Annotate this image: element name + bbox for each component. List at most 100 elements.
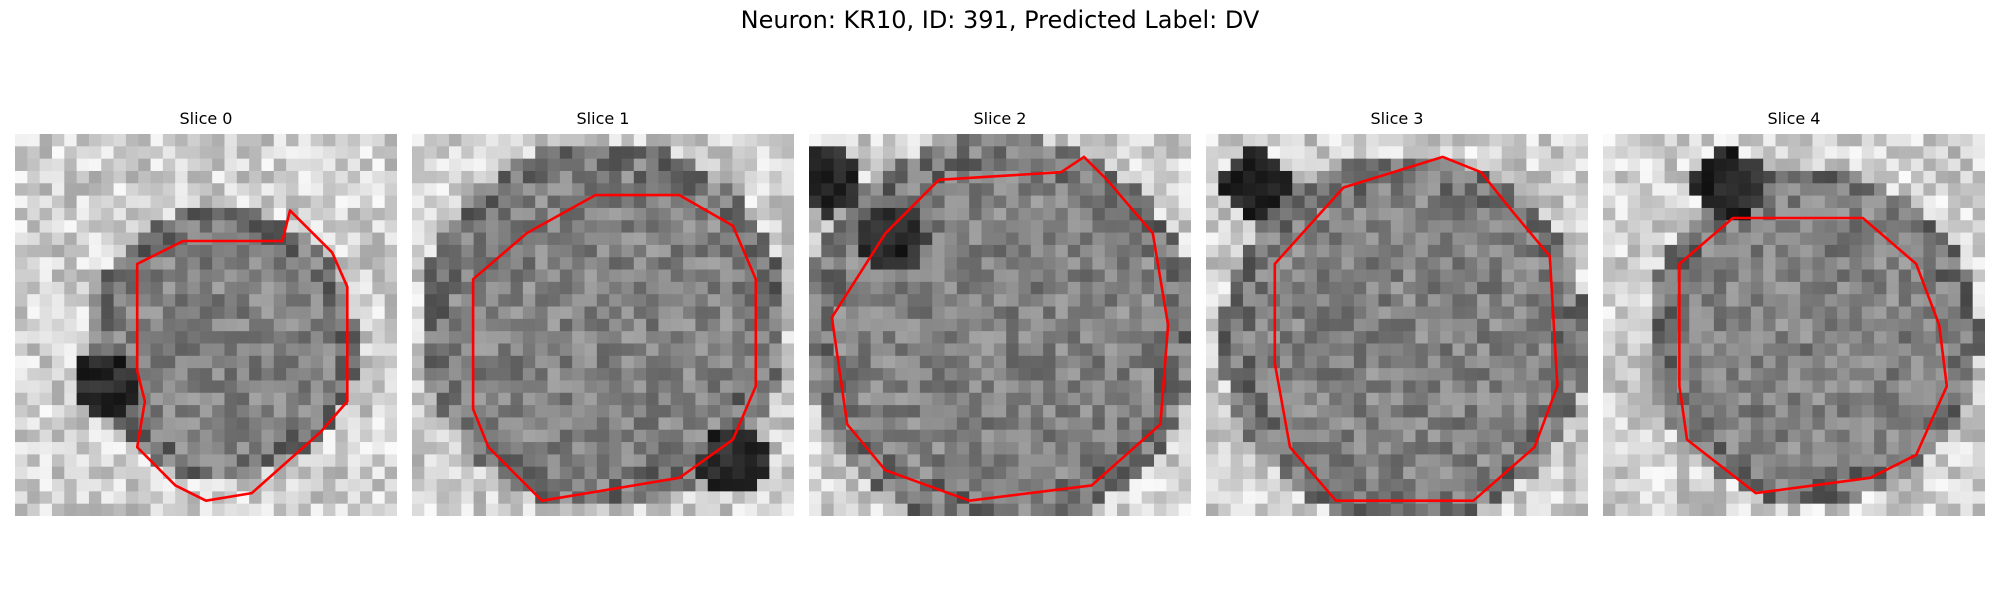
pixel — [1427, 429, 1441, 443]
pixel — [138, 281, 152, 295]
pixel — [683, 269, 697, 283]
pixel — [1787, 368, 1801, 382]
contour-outline — [471, 193, 758, 503]
pixel — [436, 491, 450, 505]
pixel — [1403, 146, 1417, 160]
pixel — [993, 380, 1007, 394]
pixel — [273, 503, 287, 516]
pixel — [695, 183, 709, 197]
pixel — [1775, 491, 1789, 505]
pixel — [1563, 380, 1577, 394]
pixel — [510, 195, 524, 209]
pixel — [199, 195, 213, 209]
pixel — [224, 454, 238, 468]
pixel — [224, 343, 238, 357]
pixel — [199, 207, 213, 221]
pixel — [76, 232, 90, 246]
pixel — [113, 429, 127, 443]
pixel — [473, 158, 487, 172]
pixel — [993, 343, 1007, 357]
pixel — [895, 355, 909, 369]
pixel — [858, 429, 872, 443]
pixel — [1689, 269, 1703, 283]
pixel — [1874, 429, 1888, 443]
pixel — [64, 503, 78, 516]
pixel — [1390, 429, 1404, 443]
pixel — [1427, 380, 1441, 394]
pixel — [1230, 257, 1244, 271]
pixel — [1849, 405, 1863, 419]
pixel — [547, 306, 561, 320]
pixel — [907, 269, 921, 283]
pixel — [1787, 380, 1801, 394]
pixel — [1701, 405, 1715, 419]
pixel — [919, 207, 933, 221]
pixel — [286, 306, 300, 320]
pixel — [1255, 207, 1269, 221]
pixel — [64, 183, 78, 197]
pixel — [1230, 331, 1244, 345]
pixel — [448, 146, 462, 160]
pixel — [150, 331, 164, 345]
pixel — [781, 183, 794, 197]
pixel — [1489, 503, 1503, 516]
pixel — [907, 158, 921, 172]
pixel — [1563, 503, 1577, 516]
pixel — [646, 158, 660, 172]
pixel — [1166, 503, 1180, 516]
pixel — [1154, 503, 1167, 516]
pixel — [1329, 380, 1343, 394]
pixel — [1551, 479, 1564, 492]
pixel — [858, 417, 872, 431]
pixel — [298, 405, 312, 419]
pixel — [1304, 454, 1318, 468]
pixel — [1390, 306, 1404, 320]
pixel — [498, 454, 512, 468]
pixel — [1092, 281, 1106, 295]
pixel — [1911, 466, 1924, 480]
pixel — [1452, 269, 1466, 283]
pixel — [1837, 417, 1851, 431]
pixel — [821, 207, 835, 221]
pixel — [744, 244, 758, 258]
pixel — [498, 343, 512, 357]
pixel — [1763, 331, 1777, 345]
pixel — [882, 343, 896, 357]
pixel — [310, 355, 324, 369]
pixel — [757, 244, 770, 258]
pixel — [769, 170, 783, 184]
pixel — [956, 454, 970, 468]
pixel — [845, 134, 859, 147]
pixel — [744, 232, 758, 246]
pixel — [781, 442, 794, 455]
pixel — [919, 281, 933, 295]
pixel — [424, 257, 438, 271]
pixel — [1390, 220, 1404, 234]
pixel — [88, 417, 102, 431]
pixel — [1427, 232, 1441, 246]
pixel — [1489, 429, 1503, 443]
pixel — [895, 318, 909, 332]
pixel — [360, 392, 373, 406]
pixel — [273, 331, 287, 345]
pixel — [683, 170, 697, 184]
pixel — [1366, 466, 1380, 480]
pixel — [572, 294, 586, 308]
pixel — [1713, 429, 1727, 443]
pixel — [919, 503, 933, 516]
pixel — [981, 429, 995, 443]
pixel — [1464, 380, 1478, 394]
pixel — [150, 368, 164, 382]
pixel — [1018, 466, 1032, 480]
pixel — [919, 454, 933, 468]
pixel — [101, 146, 115, 160]
pixel — [1415, 491, 1429, 505]
pixel — [821, 417, 835, 431]
pixel — [720, 195, 733, 209]
pixel — [1378, 232, 1392, 246]
pixel — [1935, 207, 1949, 221]
pixel — [1341, 220, 1355, 234]
pixel — [436, 355, 450, 369]
pixel — [1824, 355, 1838, 369]
pixel — [1837, 503, 1851, 516]
